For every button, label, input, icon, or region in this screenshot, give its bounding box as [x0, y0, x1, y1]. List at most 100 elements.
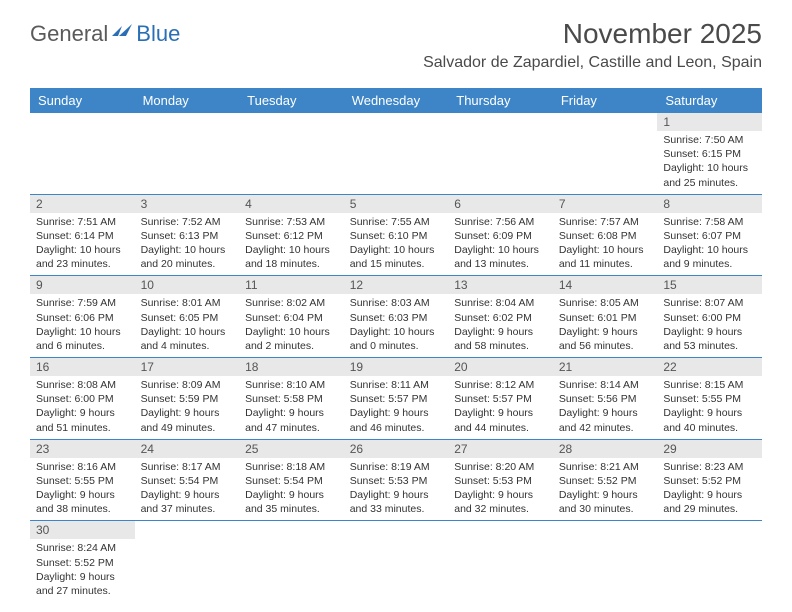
- calendar-week: 2Sunrise: 7:51 AMSunset: 6:14 PMDaylight…: [30, 194, 762, 276]
- calendar-cell: 28Sunrise: 8:21 AMSunset: 5:52 PMDayligh…: [553, 439, 658, 521]
- day-number: 15: [657, 276, 762, 294]
- calendar-cell: 6Sunrise: 7:56 AMSunset: 6:09 PMDaylight…: [448, 194, 553, 276]
- day-details: Sunrise: 8:12 AMSunset: 5:57 PMDaylight:…: [448, 376, 553, 439]
- calendar-cell: 20Sunrise: 8:12 AMSunset: 5:57 PMDayligh…: [448, 358, 553, 440]
- calendar-cell: .: [344, 521, 449, 602]
- day-details: Sunrise: 8:05 AMSunset: 6:01 PMDaylight:…: [553, 294, 658, 357]
- day-number: 30: [30, 521, 135, 539]
- day-header: Sunday: [30, 88, 135, 113]
- day-number: 21: [553, 358, 658, 376]
- calendar-cell: .: [135, 521, 240, 602]
- calendar-cell: .: [30, 113, 135, 194]
- calendar-cell: 25Sunrise: 8:18 AMSunset: 5:54 PMDayligh…: [239, 439, 344, 521]
- calendar-cell: 11Sunrise: 8:02 AMSunset: 6:04 PMDayligh…: [239, 276, 344, 358]
- flag-icon: [112, 18, 134, 44]
- day-number: 7: [553, 195, 658, 213]
- calendar-cell: 27Sunrise: 8:20 AMSunset: 5:53 PMDayligh…: [448, 439, 553, 521]
- day-details: Sunrise: 8:24 AMSunset: 5:52 PMDaylight:…: [30, 539, 135, 602]
- day-details: Sunrise: 8:02 AMSunset: 6:04 PMDaylight:…: [239, 294, 344, 357]
- calendar-cell: 29Sunrise: 8:23 AMSunset: 5:52 PMDayligh…: [657, 439, 762, 521]
- calendar-cell: 4Sunrise: 7:53 AMSunset: 6:12 PMDaylight…: [239, 194, 344, 276]
- day-number: 17: [135, 358, 240, 376]
- day-number: 24: [135, 440, 240, 458]
- day-details: Sunrise: 7:50 AMSunset: 6:15 PMDaylight:…: [657, 131, 762, 194]
- day-number: 23: [30, 440, 135, 458]
- day-number: 6: [448, 195, 553, 213]
- calendar-cell: 22Sunrise: 8:15 AMSunset: 5:55 PMDayligh…: [657, 358, 762, 440]
- calendar-cell: 19Sunrise: 8:11 AMSunset: 5:57 PMDayligh…: [344, 358, 449, 440]
- calendar-cell: 26Sunrise: 8:19 AMSunset: 5:53 PMDayligh…: [344, 439, 449, 521]
- calendar-cell: 2Sunrise: 7:51 AMSunset: 6:14 PMDaylight…: [30, 194, 135, 276]
- day-header: Saturday: [657, 88, 762, 113]
- day-number: 18: [239, 358, 344, 376]
- day-number: 13: [448, 276, 553, 294]
- title-block: November 2025 Salvador de Zapardiel, Cas…: [423, 18, 762, 72]
- day-number: 28: [553, 440, 658, 458]
- day-number: 16: [30, 358, 135, 376]
- day-details: Sunrise: 8:14 AMSunset: 5:56 PMDaylight:…: [553, 376, 658, 439]
- calendar-cell: 18Sunrise: 8:10 AMSunset: 5:58 PMDayligh…: [239, 358, 344, 440]
- day-details: Sunrise: 8:17 AMSunset: 5:54 PMDaylight:…: [135, 458, 240, 521]
- calendar-cell: 9Sunrise: 7:59 AMSunset: 6:06 PMDaylight…: [30, 276, 135, 358]
- day-details: Sunrise: 8:18 AMSunset: 5:54 PMDaylight:…: [239, 458, 344, 521]
- day-number: 19: [344, 358, 449, 376]
- day-number: 2: [30, 195, 135, 213]
- day-number: 29: [657, 440, 762, 458]
- day-number: 22: [657, 358, 762, 376]
- logo: General Blue: [30, 18, 180, 50]
- day-number: 3: [135, 195, 240, 213]
- calendar-cell: 14Sunrise: 8:05 AMSunset: 6:01 PMDayligh…: [553, 276, 658, 358]
- calendar-cell: .: [553, 521, 658, 602]
- day-number: 8: [657, 195, 762, 213]
- calendar-week: 9Sunrise: 7:59 AMSunset: 6:06 PMDaylight…: [30, 276, 762, 358]
- calendar-cell: 1Sunrise: 7:50 AMSunset: 6:15 PMDaylight…: [657, 113, 762, 194]
- day-details: Sunrise: 8:15 AMSunset: 5:55 PMDaylight:…: [657, 376, 762, 439]
- calendar-table: SundayMondayTuesdayWednesdayThursdayFrid…: [30, 88, 762, 602]
- logo-text-blue: Blue: [136, 21, 180, 47]
- day-details: Sunrise: 7:52 AMSunset: 6:13 PMDaylight:…: [135, 213, 240, 276]
- day-details: Sunrise: 7:57 AMSunset: 6:08 PMDaylight:…: [553, 213, 658, 276]
- day-number: 11: [239, 276, 344, 294]
- day-number: 5: [344, 195, 449, 213]
- calendar-cell: .: [239, 521, 344, 602]
- calendar-cell: 30Sunrise: 8:24 AMSunset: 5:52 PMDayligh…: [30, 521, 135, 602]
- day-header: Tuesday: [239, 88, 344, 113]
- calendar-cell: .: [239, 113, 344, 194]
- day-header: Thursday: [448, 88, 553, 113]
- day-details: Sunrise: 8:21 AMSunset: 5:52 PMDaylight:…: [553, 458, 658, 521]
- day-details: Sunrise: 8:23 AMSunset: 5:52 PMDaylight:…: [657, 458, 762, 521]
- day-details: Sunrise: 7:53 AMSunset: 6:12 PMDaylight:…: [239, 213, 344, 276]
- day-number: 25: [239, 440, 344, 458]
- day-details: Sunrise: 8:09 AMSunset: 5:59 PMDaylight:…: [135, 376, 240, 439]
- day-details: Sunrise: 8:01 AMSunset: 6:05 PMDaylight:…: [135, 294, 240, 357]
- day-details: Sunrise: 8:11 AMSunset: 5:57 PMDaylight:…: [344, 376, 449, 439]
- location-text: Salvador de Zapardiel, Castille and Leon…: [423, 54, 762, 72]
- day-number: 9: [30, 276, 135, 294]
- calendar-week: 30Sunrise: 8:24 AMSunset: 5:52 PMDayligh…: [30, 521, 762, 602]
- day-number: 12: [344, 276, 449, 294]
- day-details: Sunrise: 7:51 AMSunset: 6:14 PMDaylight:…: [30, 213, 135, 276]
- day-details: Sunrise: 8:16 AMSunset: 5:55 PMDaylight:…: [30, 458, 135, 521]
- calendar-cell: 15Sunrise: 8:07 AMSunset: 6:00 PMDayligh…: [657, 276, 762, 358]
- calendar-cell: 13Sunrise: 8:04 AMSunset: 6:02 PMDayligh…: [448, 276, 553, 358]
- day-details: Sunrise: 7:55 AMSunset: 6:10 PMDaylight:…: [344, 213, 449, 276]
- day-number: 1: [657, 113, 762, 131]
- day-details: Sunrise: 8:03 AMSunset: 6:03 PMDaylight:…: [344, 294, 449, 357]
- day-details: Sunrise: 7:56 AMSunset: 6:09 PMDaylight:…: [448, 213, 553, 276]
- calendar-cell: .: [135, 113, 240, 194]
- calendar-cell: 12Sunrise: 8:03 AMSunset: 6:03 PMDayligh…: [344, 276, 449, 358]
- day-header: Friday: [553, 88, 658, 113]
- logo-text-general: General: [30, 21, 108, 47]
- day-details: Sunrise: 8:20 AMSunset: 5:53 PMDaylight:…: [448, 458, 553, 521]
- calendar-cell: 8Sunrise: 7:58 AMSunset: 6:07 PMDaylight…: [657, 194, 762, 276]
- day-number: 14: [553, 276, 658, 294]
- calendar-week: ......1Sunrise: 7:50 AMSunset: 6:15 PMDa…: [30, 113, 762, 194]
- day-number: 10: [135, 276, 240, 294]
- calendar-cell: 17Sunrise: 8:09 AMSunset: 5:59 PMDayligh…: [135, 358, 240, 440]
- calendar-cell: 7Sunrise: 7:57 AMSunset: 6:08 PMDaylight…: [553, 194, 658, 276]
- calendar-cell: .: [344, 113, 449, 194]
- page-title: November 2025: [423, 18, 762, 50]
- calendar-cell: .: [657, 521, 762, 602]
- day-number: 27: [448, 440, 553, 458]
- day-details: Sunrise: 8:08 AMSunset: 6:00 PMDaylight:…: [30, 376, 135, 439]
